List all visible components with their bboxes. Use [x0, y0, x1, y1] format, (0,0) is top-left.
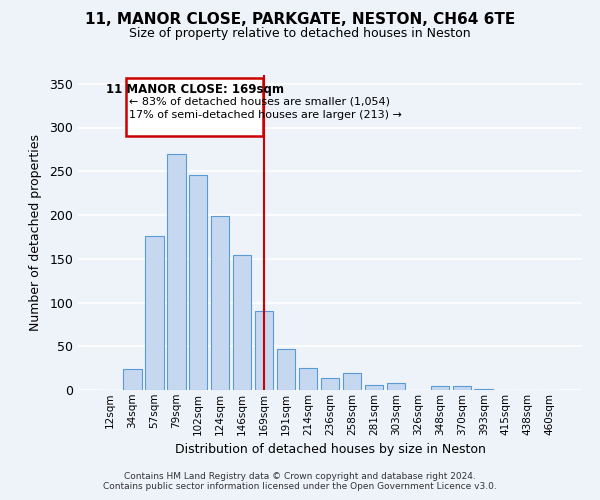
Bar	[167, 154, 185, 390]
Bar	[365, 385, 383, 390]
Bar	[277, 349, 295, 390]
Bar	[386, 383, 405, 390]
X-axis label: Distribution of detached houses by size in Neston: Distribution of detached houses by size …	[175, 443, 485, 456]
Bar	[255, 311, 274, 390]
Bar	[233, 255, 251, 390]
Bar	[431, 386, 449, 390]
Bar	[189, 175, 208, 390]
Text: Contains HM Land Registry data © Crown copyright and database right 2024.: Contains HM Land Registry data © Crown c…	[124, 472, 476, 481]
Bar	[320, 378, 340, 390]
Text: ← 83% of detached houses are smaller (1,054): ← 83% of detached houses are smaller (1,…	[130, 97, 391, 107]
Bar	[145, 236, 164, 390]
Y-axis label: Number of detached properties: Number of detached properties	[29, 134, 43, 331]
Bar	[343, 372, 361, 390]
Text: 11, MANOR CLOSE, PARKGATE, NESTON, CH64 6TE: 11, MANOR CLOSE, PARKGATE, NESTON, CH64 …	[85, 12, 515, 28]
Text: Contains public sector information licensed under the Open Government Licence v3: Contains public sector information licen…	[103, 482, 497, 491]
Text: Size of property relative to detached houses in Neston: Size of property relative to detached ho…	[129, 28, 471, 40]
Bar	[452, 386, 471, 390]
Bar	[126, 78, 263, 136]
Bar	[211, 216, 229, 390]
Text: 17% of semi-detached houses are larger (213) →: 17% of semi-detached houses are larger (…	[130, 110, 402, 120]
Text: 11 MANOR CLOSE: 169sqm: 11 MANOR CLOSE: 169sqm	[106, 83, 284, 96]
Bar	[475, 389, 493, 390]
Bar	[123, 369, 142, 390]
Bar	[299, 368, 317, 390]
